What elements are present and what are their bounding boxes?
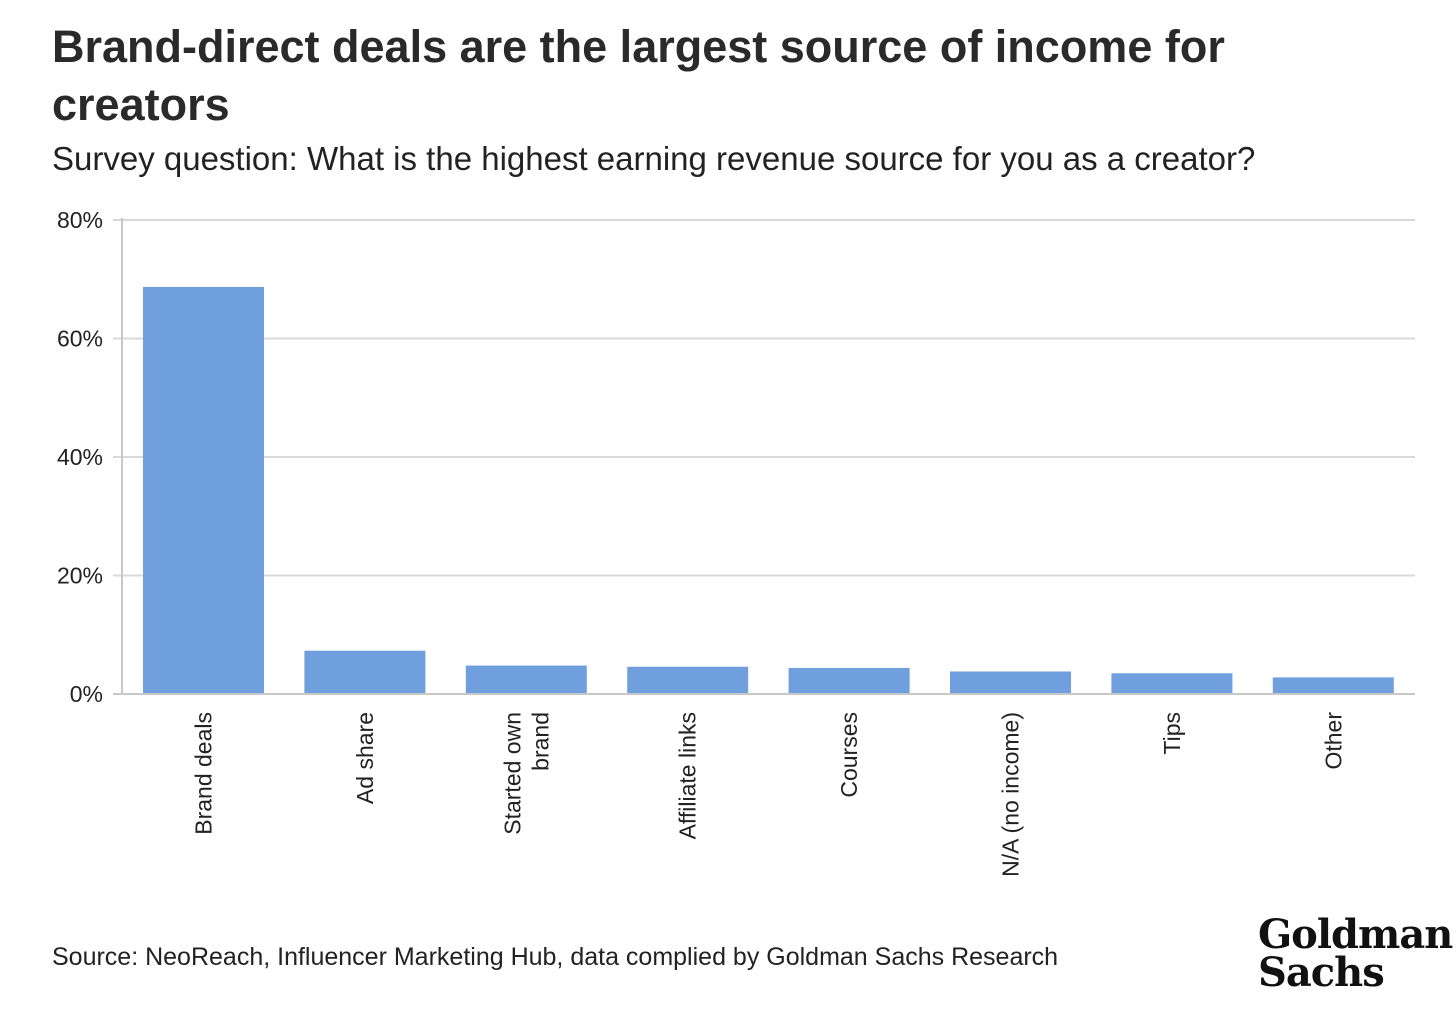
x-tick-label-line: Courses (836, 712, 862, 798)
bar-layer (143, 286, 1394, 694)
x-tick-label-line: Brand deals (191, 712, 217, 835)
bar (1111, 673, 1233, 694)
source-note: Source: NeoReach, Influencer Marketing H… (52, 943, 1059, 971)
x-tick-label: Tips (1159, 712, 1185, 755)
grid-layer (113, 219, 1415, 577)
axis-layer (113, 218, 1415, 695)
x-tick-label-line: N/A (no income) (998, 712, 1024, 877)
x-tick-label-line: Other (1320, 712, 1346, 770)
x-tick-label-line: Tips (1159, 712, 1185, 755)
chart-subtitle: Survey question: What is the highest ear… (52, 140, 1256, 177)
x-tick-label-line: brand (527, 712, 553, 771)
x-tick-label: Started ownbrand (499, 712, 553, 835)
x-tick-label: Other (1320, 712, 1346, 770)
y-tick-label: 60% (57, 326, 103, 352)
chart-title: Brand-direct deals are the largest sourc… (52, 21, 1225, 130)
bar (788, 667, 910, 694)
logo-line-1: Goldman (1258, 911, 1453, 958)
x-tick-label-line: Affiliate links (675, 712, 701, 839)
y-tick-label: 80% (57, 207, 103, 233)
label-layer: 0% 20% 40% 60% 80% Brand deals Ad share Started… (57, 207, 1346, 877)
bar (143, 286, 264, 694)
y-tick-label: 40% (57, 444, 103, 470)
y-tick-label: 0% (70, 681, 103, 707)
y-tick-label: 20% (57, 563, 103, 589)
bar (465, 665, 587, 694)
x-tick-label: N/A (no income) (998, 712, 1024, 877)
x-tick-label: Ad share (352, 712, 378, 804)
logo-line-2: Sachs (1258, 949, 1385, 996)
bar (1272, 677, 1394, 694)
goldman-sachs-logo: Goldman Sachs (1258, 911, 1453, 996)
x-tick-label: Affiliate links (675, 712, 701, 839)
bar (627, 666, 749, 694)
x-tick-label: Brand deals (191, 712, 217, 835)
bar (304, 650, 426, 694)
x-tick-label-line: Ad share (352, 712, 378, 804)
x-tick-label: Courses (836, 712, 862, 798)
bar (950, 671, 1071, 694)
x-tick-label-line: Started own (499, 712, 525, 835)
